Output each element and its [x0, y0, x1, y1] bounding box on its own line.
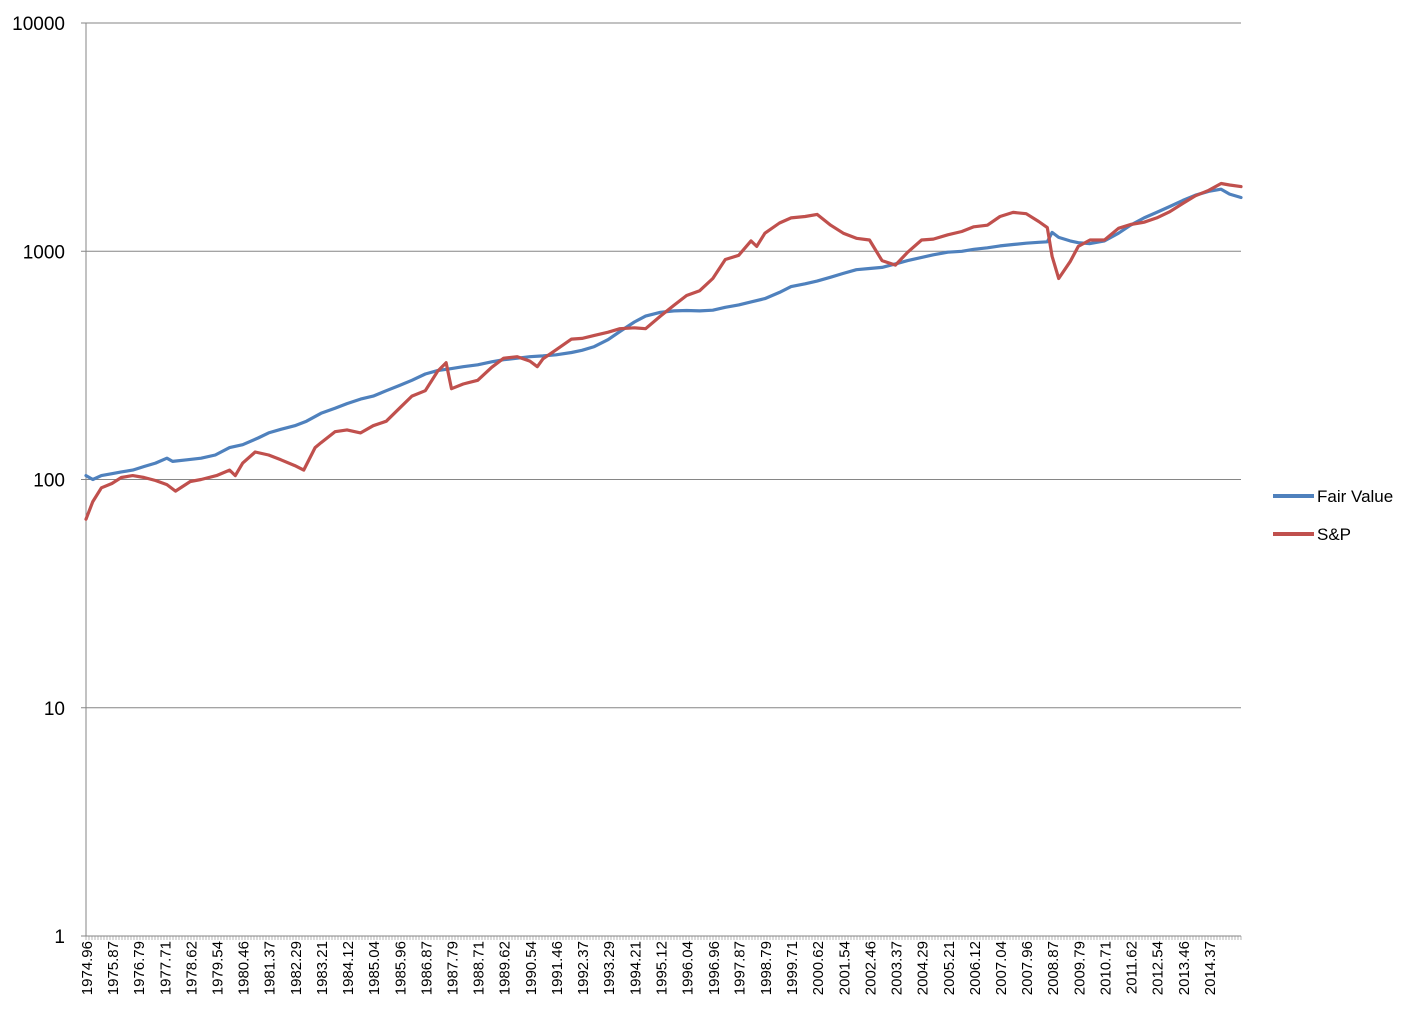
x-tick-label: 2006.12 — [967, 941, 984, 995]
x-tick-label: 1981.37 — [262, 941, 279, 995]
x-tick-label: 1986.87 — [418, 941, 435, 995]
x-tick-label: 1996.96 — [706, 941, 723, 995]
x-tick-label: 2014.37 — [1202, 941, 1219, 995]
x-tick-label: 1993.29 — [601, 941, 618, 995]
x-tick-label: 2011.62 — [1123, 941, 1140, 994]
x-tick-label: 2004.29 — [915, 941, 932, 995]
series-line-fair-value — [84, 187, 1243, 482]
x-tick-label: 2005.21 — [941, 941, 958, 995]
y-axis-ticks: 1 10 100 1000 10000 — [12, 14, 86, 948]
x-axis-ticks: 1974.96 1975.87 1976.79 1977.71 1978.62 1979.… — [79, 936, 1242, 995]
x-tick-label: 2012.54 — [1150, 941, 1167, 995]
gridlines — [86, 22, 1241, 709]
legend-label-fair-value: Fair Value — [1317, 487, 1393, 506]
x-tick-label: 1978.62 — [183, 941, 200, 995]
x-tick-label: 2002.46 — [862, 941, 879, 995]
y-tick-label: 1000 — [23, 242, 65, 263]
series-group — [84, 181, 1243, 521]
x-tick-label: 1983.21 — [314, 941, 331, 995]
x-tick-label: 2008.87 — [1045, 941, 1062, 995]
x-tick-label: 2009.79 — [1071, 941, 1088, 995]
x-tick-label: 1995.12 — [653, 941, 670, 995]
x-tick-label: 1975.87 — [105, 941, 122, 995]
x-tick-label: 1997.87 — [732, 941, 749, 995]
x-tick-label: 1984.12 — [340, 941, 357, 995]
x-tick-label: 1980.46 — [236, 941, 253, 995]
x-tick-label: 2013.46 — [1176, 941, 1193, 995]
x-tick-label: 2001.54 — [836, 941, 853, 995]
legend: Fair Value S&P — [1273, 487, 1393, 544]
x-tick-label: 2007.04 — [993, 941, 1010, 995]
x-tick-label: 1987.79 — [445, 941, 462, 995]
x-tick-label: 1985.04 — [366, 941, 383, 995]
legend-label-sp: S&P — [1317, 525, 1351, 544]
x-tick-label: 1990.54 — [523, 941, 540, 995]
x-tick-label: 1979.54 — [209, 941, 226, 995]
x-tick-label: 1985.96 — [392, 941, 409, 995]
y-tick-label: 100 — [33, 471, 65, 492]
x-tick-label: 1988.71 — [471, 941, 488, 995]
x-tick-label: 1992.37 — [575, 941, 592, 995]
x-tick-label: 1974.96 — [79, 941, 96, 995]
x-tick-label: 2000.62 — [810, 941, 827, 995]
y-tick-label: 1 — [54, 927, 65, 948]
x-tick-label: 1994.21 — [627, 941, 644, 995]
x-tick-label: 1976.79 — [131, 941, 148, 995]
x-tick-label: 1996.04 — [680, 941, 697, 995]
x-tick-label: 1998.79 — [758, 941, 775, 995]
series-line-sp — [84, 181, 1243, 521]
x-tick-label: 1991.46 — [549, 941, 566, 995]
x-tick-label: 2003.37 — [888, 941, 905, 995]
y-tick-label: 10 — [44, 699, 65, 720]
x-tick-label: 1982.29 — [288, 941, 305, 995]
x-tick-label: 1999.71 — [784, 941, 801, 995]
x-tick-label: 1977.71 — [157, 941, 174, 995]
x-tick-label: 1989.62 — [497, 941, 514, 995]
y-tick-label: 10000 — [12, 14, 65, 35]
x-tick-label: 2007.96 — [1019, 941, 1036, 995]
x-tick-label: 2010.71 — [1098, 941, 1115, 995]
